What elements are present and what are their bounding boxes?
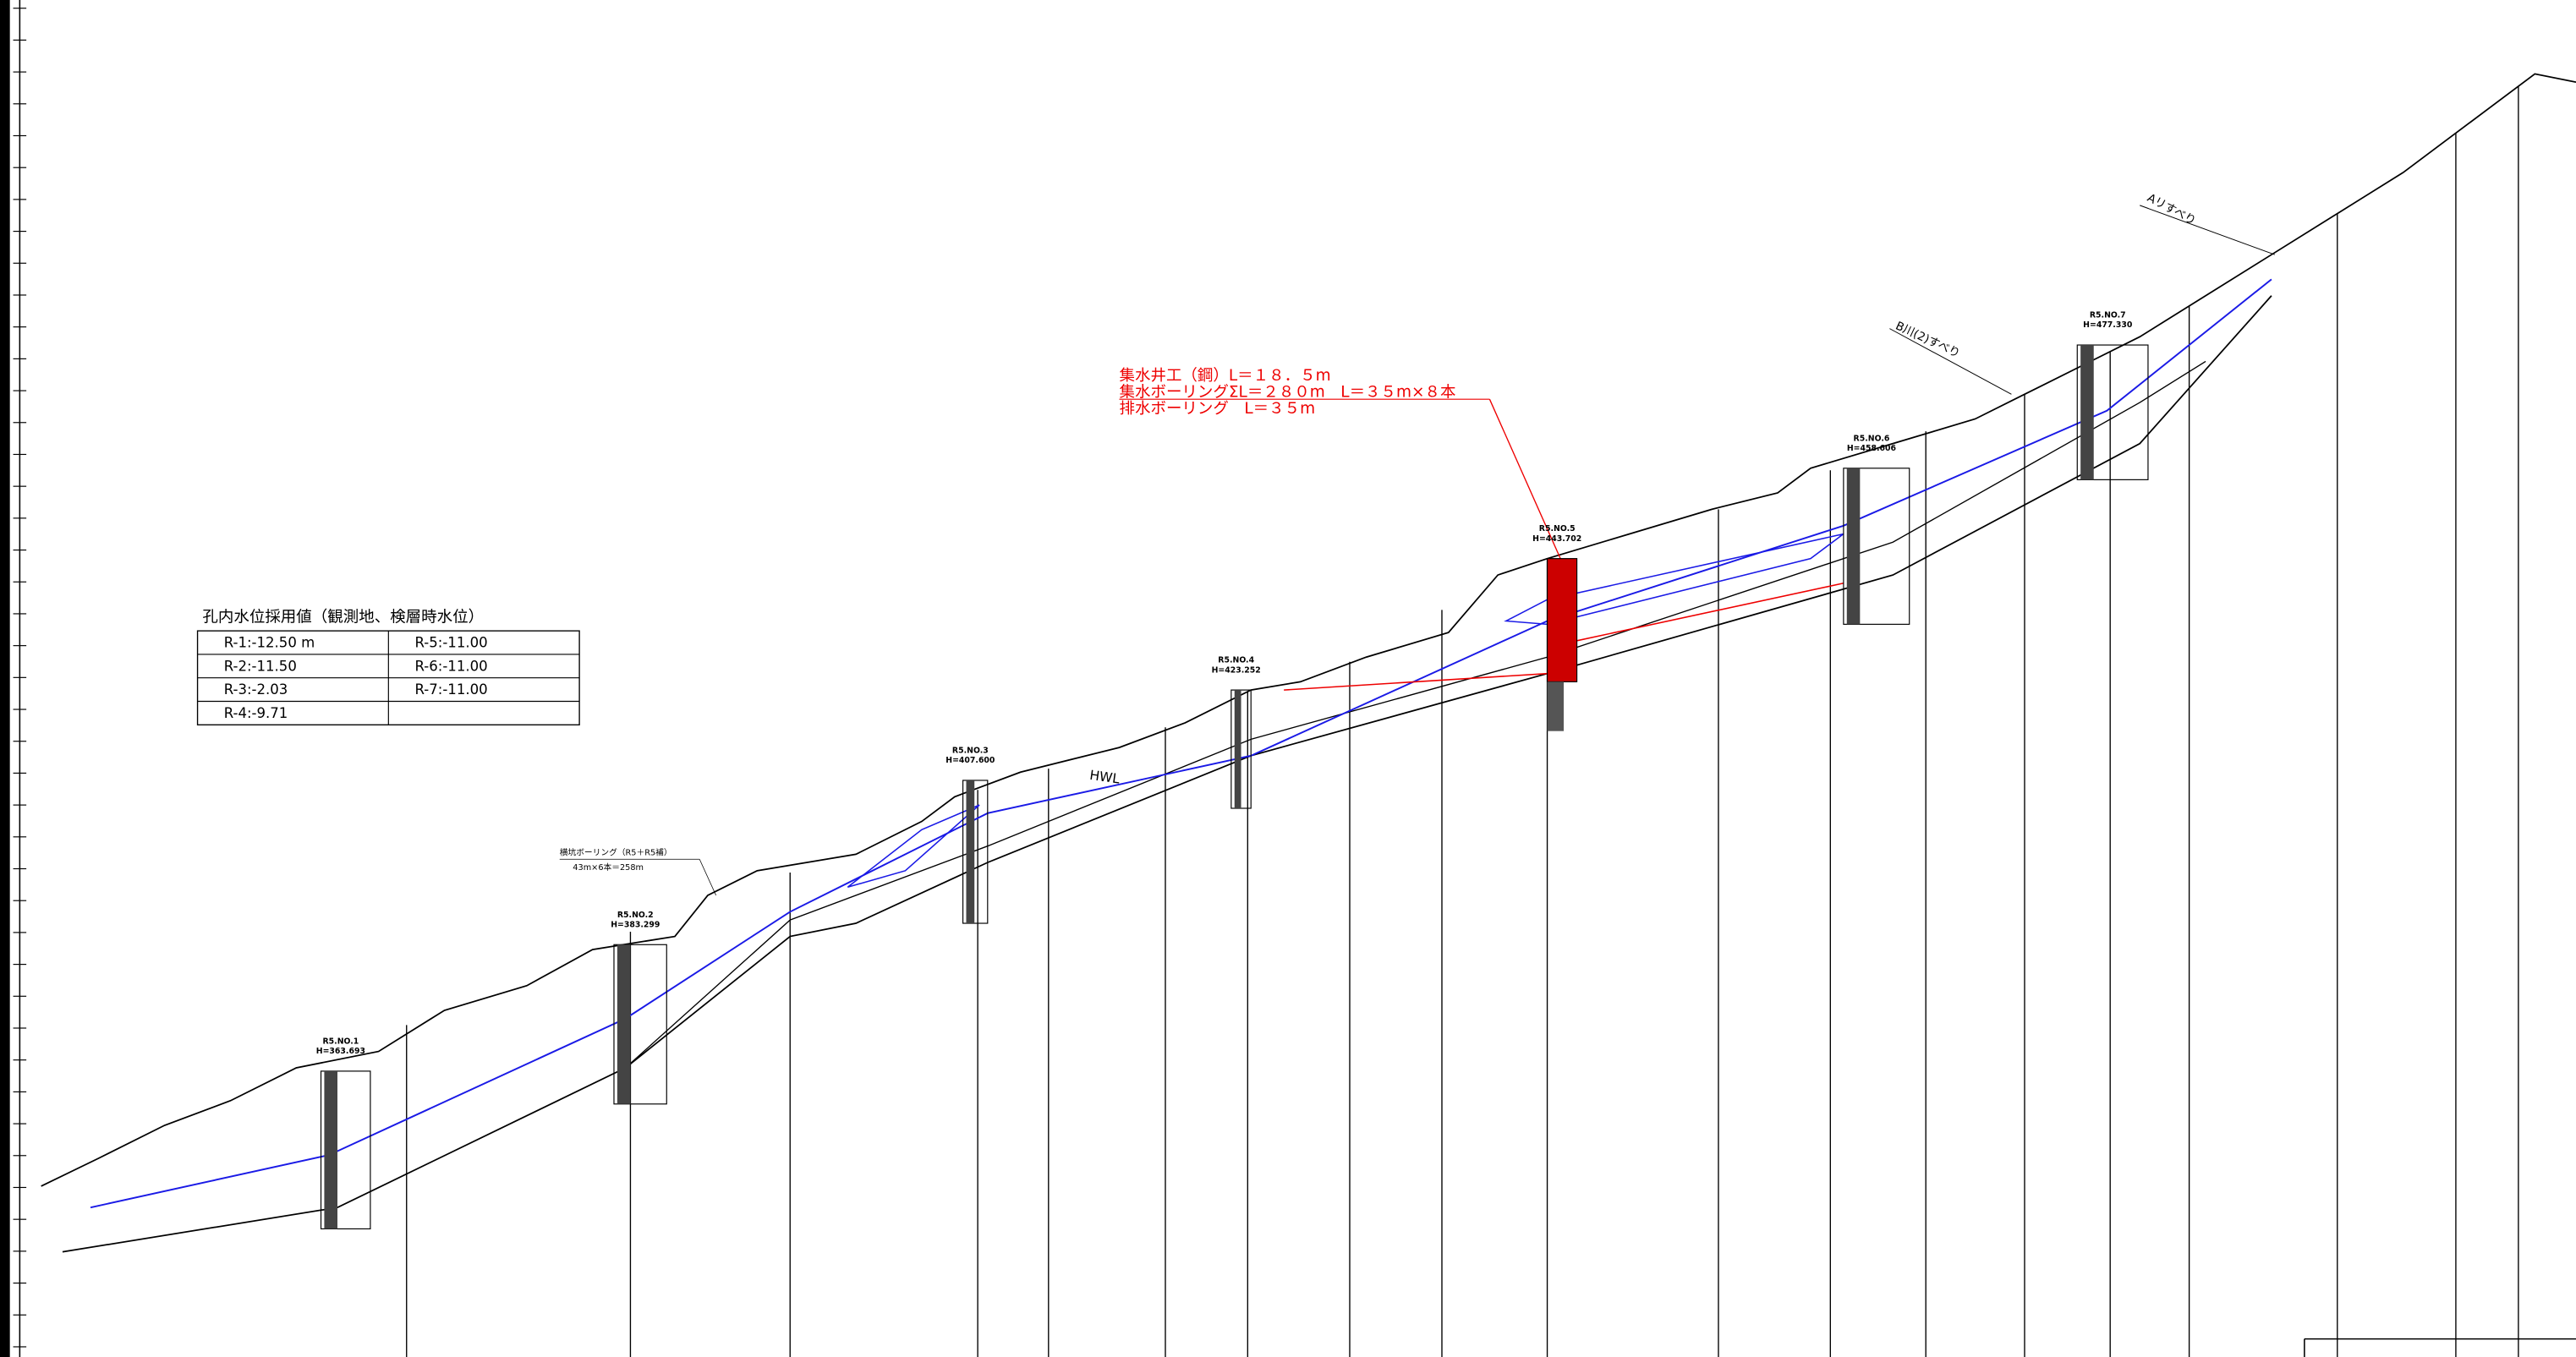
borehole-log [320,1070,371,1230]
borehole-log [962,780,989,924]
water-level-table: R-1:-12.50 m R-5:-11.00 R-2:-11.50 R-6:-11.… [196,630,580,725]
leader-line [2140,205,2275,255]
table-cell: R-1:-12.50 m [224,635,315,651]
water-level [90,278,2272,1209]
borehole-column [2080,345,2094,480]
hwl-label: HWL [1088,768,1121,787]
table-cell: R-4:-9.71 [224,705,288,721]
borehole-elevation: H=383.299 [611,920,660,929]
borehole-name: R5.NO.5 [1539,524,1576,533]
collecting-well [1546,558,1578,682]
borehole-column [324,1070,337,1229]
boreholes: R5.NO.1H=363.693R5.NO.2H=383.299R5.NO.3H… [316,311,2149,1230]
borehole-name: R5.NO.7 [2090,311,2126,320]
annotation-line: 集水ボーリングΣL＝２８０m L＝３５m×８本 [1120,383,1456,401]
borehole-name: R5.NO.6 [1854,434,1890,443]
table-cell: R-6:-11.00 [414,658,487,674]
scale-ticks [13,8,27,1348]
annotation: 集水井工（鋼）L＝１８．５m 集水ボーリングΣL＝２８０m L＝３５m×８本 排… [1120,367,1456,418]
table-cell: R-2:-11.50 [224,658,297,674]
borehole-name: R5.NO.1 [322,1037,359,1046]
slip-surface-upper [625,360,2206,1069]
leader-line [1488,398,1561,559]
annotation-line: 集水井工（鋼）L＝１８．５m [1120,367,1331,385]
borehole-log [1843,468,1910,625]
hatched-zone [847,804,980,889]
borehole-column [966,780,975,924]
borehole-elevation: H=458.606 [1847,444,1896,453]
borehole-elevation: H=423.252 [1212,665,1261,675]
table-cell: R-3:-2.03 [224,681,288,698]
borehole-name: R5.NO.2 [617,911,654,920]
table-cell: R-5:-11.00 [414,635,487,651]
table-cell: R-7:-11.00 [414,681,487,698]
table-title: 孔内水位採用値（観測地、検層時水位） [202,609,484,627]
borehole-elevation: H=363.693 [316,1047,365,1056]
borehole-log [613,944,667,1105]
borehole-column [1846,468,1861,625]
drain-boring [1284,672,1548,691]
hatched-zone [1504,533,1844,626]
boring-label: 43m×6本＝258m [573,862,644,873]
borehole-column [1234,690,1241,809]
well-bottom [1547,681,1565,731]
borehole-name: R5.NO.4 [1218,656,1254,665]
borehole-elevation: H=443.702 [1532,534,1581,544]
borehole-elevation: H=477.330 [2083,320,2133,330]
boring-label: 横坑ボーリング（R5＋R5補） [560,846,672,857]
borehole-column [617,944,631,1104]
left-border [0,0,10,1357]
leader-line [699,859,717,896]
annotation-line: 排水ボーリング L＝３５m [1120,400,1316,418]
ground-surface [41,73,2576,1187]
drain-boring [1576,583,1844,642]
borehole-log [2076,344,2149,480]
leader-line [1889,328,2012,395]
borehole-name: R5.NO.3 [952,747,989,756]
borehole-elevation: H=407.600 [945,756,995,765]
